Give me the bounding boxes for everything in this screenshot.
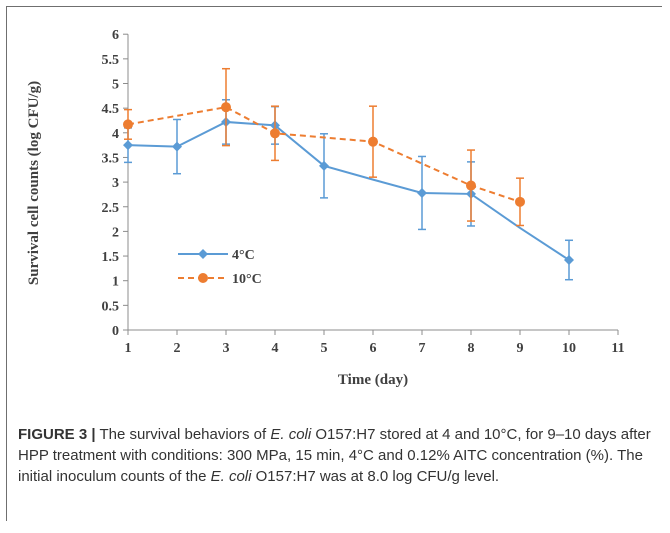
caption-italic-1: E. coli (270, 426, 311, 443)
x-tick-label: 7 (419, 341, 426, 356)
y-tick-label: 1.5 (102, 250, 120, 265)
x-tick-label: 5 (321, 341, 328, 356)
data-point (172, 142, 182, 152)
caption-italic-2: E. coli (211, 468, 252, 485)
chart-legend: 4°C 10°C (178, 248, 262, 287)
data-point (123, 140, 133, 150)
legend-label: 10°C (232, 272, 262, 287)
y-tick-label: 0 (112, 324, 119, 339)
y-axis-label: Survival cell counts (log CFU/g) (26, 81, 42, 285)
survival-chart: 0 0.5 1 1.5 2 2.5 3 3.5 4 4.5 5 5.5 6 1 2 3 4 5 6 7 8 9 10 11 4… (0, 0, 670, 420)
x-tick-label: 3 (223, 341, 230, 356)
data-point (123, 119, 133, 129)
data-point (270, 128, 280, 138)
x-tick-label: 2 (174, 341, 181, 356)
legend-marker (198, 273, 208, 283)
y-tick-label: 2.5 (102, 201, 120, 216)
y-tick-label: 0.5 (102, 299, 120, 314)
caption-text-1: The survival behaviors of (96, 426, 271, 443)
chart-axes: 0 0.5 1 1.5 2 2.5 3 3.5 4 4.5 5 5.5 6 1 2 3 4 5 6 7 8 9 10 11 (102, 28, 625, 356)
data-point (515, 197, 525, 207)
x-tick-label: 4 (272, 341, 279, 356)
data-point (466, 181, 476, 191)
caption-text-3: O157:H7 was at 8.0 log CFU/g level. (251, 468, 499, 485)
x-tick-label: 1 (125, 341, 132, 356)
series-1 (123, 100, 574, 280)
caption-label: FIGURE 3 | (18, 426, 96, 443)
chart-series (123, 69, 574, 280)
data-point (368, 137, 378, 147)
y-tick-label: 3.5 (102, 151, 120, 166)
x-tick-label: 8 (468, 341, 475, 356)
y-tick-label: 4.5 (102, 102, 120, 117)
x-tick-label: 9 (517, 341, 524, 356)
y-tick-label: 6 (112, 28, 119, 43)
legend-marker (198, 249, 208, 259)
figure-caption: FIGURE 3 | The survival behaviors of E. … (18, 424, 658, 487)
y-tick-label: 5 (112, 78, 119, 93)
y-tick-label: 5.5 (102, 53, 120, 68)
y-tick-label: 4 (112, 127, 119, 142)
y-tick-label: 1 (112, 275, 119, 290)
y-tick-label: 3 (112, 176, 119, 191)
x-tick-label: 6 (370, 341, 377, 356)
data-point (221, 102, 231, 112)
data-point (417, 188, 427, 198)
x-tick-label: 10 (562, 341, 576, 356)
series-line (128, 122, 569, 260)
x-axis-label: Time (day) (338, 372, 408, 388)
y-tick-label: 2 (112, 225, 119, 240)
legend-label: 4°C (232, 248, 255, 263)
x-tick-label: 11 (611, 341, 624, 356)
data-point (564, 255, 574, 265)
